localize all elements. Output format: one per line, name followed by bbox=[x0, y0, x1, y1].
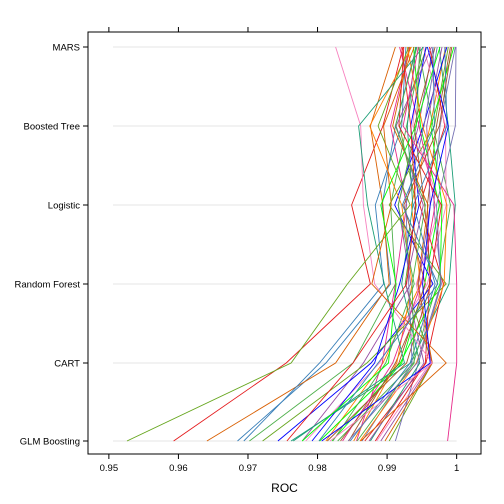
series-line-30 bbox=[332, 46, 421, 442]
x-tick-label-1: 0.96 bbox=[169, 463, 188, 474]
series-line-29 bbox=[349, 46, 448, 442]
series-line-25 bbox=[384, 46, 433, 442]
y-category-label-5: GLM Boosting bbox=[20, 437, 80, 448]
y-category-label-0: MARS bbox=[53, 43, 80, 54]
y-category-label-3: Random Forest bbox=[15, 280, 81, 291]
series-line-27 bbox=[311, 46, 427, 442]
x-axis-title: ROC bbox=[271, 481, 298, 495]
y-category-label-1: Boosted Tree bbox=[23, 122, 80, 133]
series-line-4 bbox=[325, 46, 446, 442]
x-tick-label-3: 0.98 bbox=[308, 463, 327, 474]
plot-panel-border bbox=[87, 31, 482, 455]
series-line-37 bbox=[402, 46, 458, 442]
x-tick-label-2: 0.97 bbox=[239, 463, 258, 474]
series-line-43 bbox=[318, 46, 439, 442]
series-line-16 bbox=[337, 46, 451, 442]
series-line-23 bbox=[342, 46, 436, 442]
series-line-40 bbox=[301, 46, 441, 442]
series-line-3 bbox=[301, 46, 434, 442]
series-line-38 bbox=[347, 46, 457, 442]
x-tick-label-5: 1 bbox=[454, 463, 459, 474]
series-line-22 bbox=[262, 46, 449, 442]
series-line-26 bbox=[319, 46, 455, 442]
series-line-1 bbox=[237, 46, 417, 442]
category-reference-lines bbox=[113, 46, 457, 442]
series-line-13 bbox=[277, 46, 448, 442]
series-line-39 bbox=[360, 46, 447, 442]
series-line-35 bbox=[292, 46, 424, 442]
x-tick-label-0: 0.95 bbox=[100, 463, 119, 474]
series-line-2 bbox=[249, 46, 424, 442]
y-category-label-2: Logistic bbox=[48, 201, 80, 212]
x-tick-label-4: 0.99 bbox=[378, 463, 397, 474]
y-axis: MARS Boosted Tree Logistic Random Forest CAR… bbox=[15, 43, 486, 448]
series-line-24 bbox=[361, 46, 438, 442]
series-line-34 bbox=[329, 46, 433, 442]
series-lines bbox=[126, 46, 458, 442]
series-line-36 bbox=[126, 46, 411, 442]
series-line-33 bbox=[340, 46, 453, 442]
series-line-9 bbox=[356, 46, 410, 442]
series-line-11 bbox=[206, 46, 396, 442]
series-line-28 bbox=[374, 46, 442, 442]
y-category-label-4: CART bbox=[54, 359, 80, 370]
series-line-42 bbox=[286, 46, 417, 442]
series-line-41 bbox=[321, 46, 449, 442]
x-axis: 0.95 0.96 0.97 0.98 0.99 1 bbox=[100, 27, 459, 474]
series-line-44 bbox=[356, 46, 426, 442]
series-line-0 bbox=[173, 46, 404, 442]
